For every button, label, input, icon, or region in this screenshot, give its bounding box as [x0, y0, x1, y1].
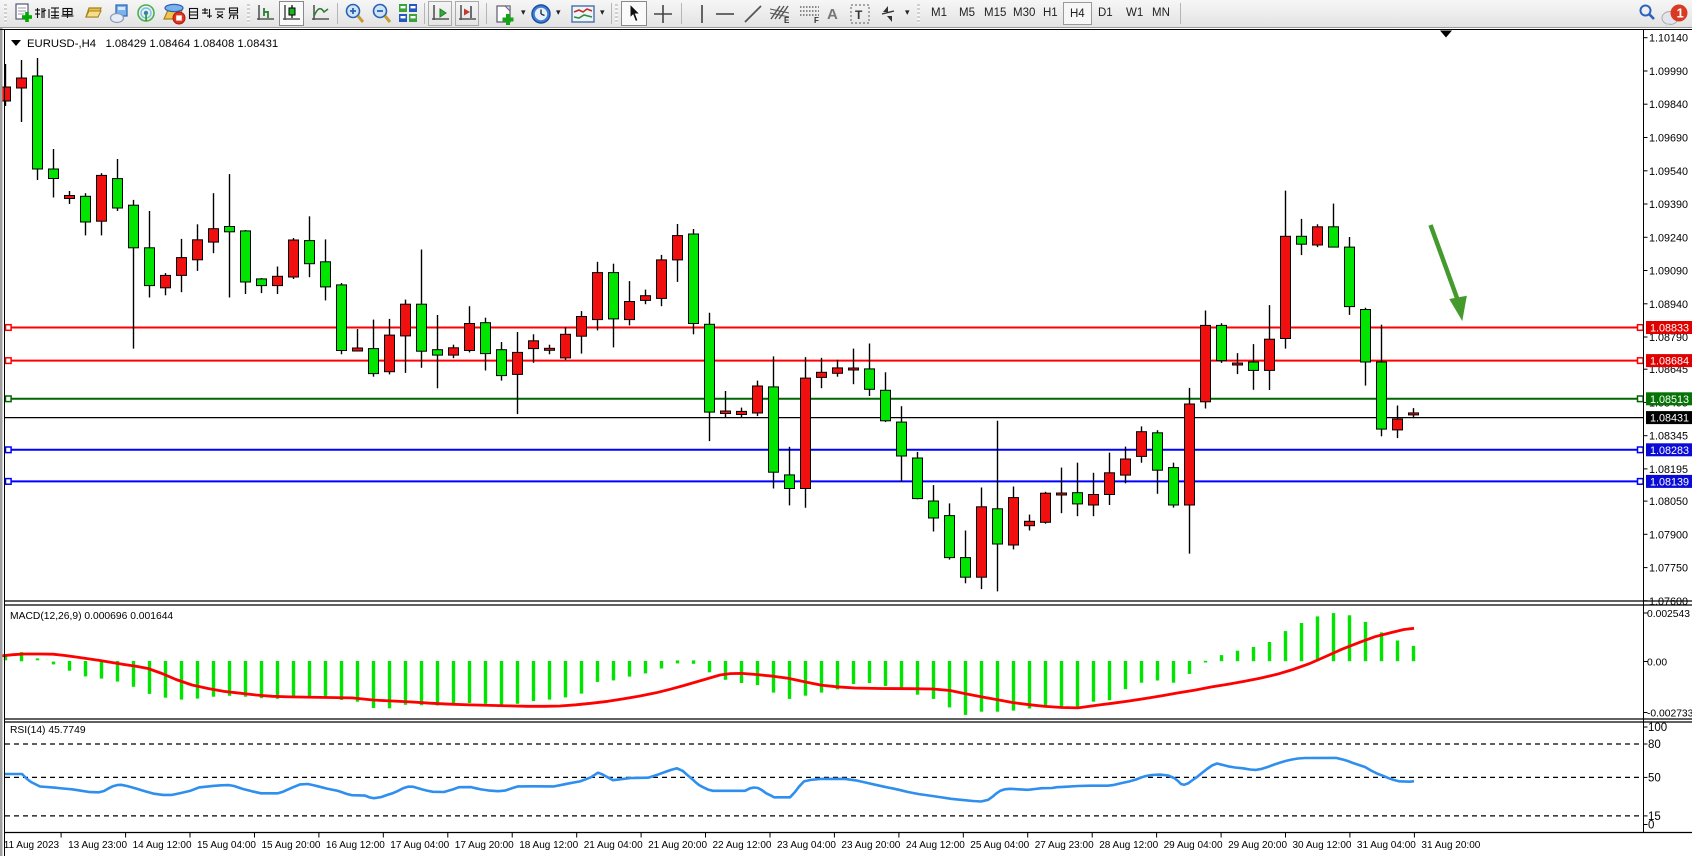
svg-text:24 Aug 12:00: 24 Aug 12:00 — [906, 840, 965, 851]
svg-text:1.08684: 1.08684 — [1650, 356, 1689, 368]
svg-text:13 Aug 23:00: 13 Aug 23:00 — [68, 840, 127, 851]
svg-text:1.09540: 1.09540 — [1649, 166, 1688, 178]
svg-text:1.08345: 1.08345 — [1649, 431, 1688, 443]
svg-text:1.08513: 1.08513 — [1650, 394, 1689, 406]
svg-text:1.08790: 1.08790 — [1649, 332, 1688, 344]
svg-text:15: 15 — [1648, 811, 1661, 823]
svg-text:RSI(14) 45.7749: RSI(14) 45.7749 — [10, 725, 86, 736]
svg-text:31 Aug 04:00: 31 Aug 04:00 — [1357, 840, 1416, 851]
svg-text:1.07600: 1.07600 — [1649, 596, 1688, 608]
svg-text:18 Aug 12:00: 18 Aug 12:00 — [519, 840, 578, 851]
svg-text:27 Aug 23:00: 27 Aug 23:00 — [1035, 840, 1094, 851]
svg-text:1.07900: 1.07900 — [1649, 529, 1688, 541]
svg-text:1.08645: 1.08645 — [1649, 364, 1688, 376]
svg-text:80: 80 — [1648, 739, 1661, 751]
svg-text:21 Aug 20:00: 21 Aug 20:00 — [648, 840, 707, 851]
svg-text:21 Aug 04:00: 21 Aug 04:00 — [584, 840, 643, 851]
svg-text:11 Aug 2023: 11 Aug 2023 — [4, 840, 60, 851]
svg-text:29 Aug 20:00: 29 Aug 20:00 — [1228, 840, 1287, 851]
svg-text:0.002543: 0.002543 — [1647, 609, 1690, 620]
svg-text:1.08283: 1.08283 — [1650, 445, 1689, 457]
svg-text:0: 0 — [1648, 820, 1654, 832]
svg-text:1.09090: 1.09090 — [1649, 266, 1688, 278]
svg-text:MACD(12,26,9) 0.000696 0.00164: MACD(12,26,9) 0.000696 0.001644 — [10, 611, 173, 622]
svg-text:1.09240: 1.09240 — [1649, 232, 1688, 244]
svg-text:1.08195: 1.08195 — [1649, 464, 1688, 476]
svg-text:0.00: 0.00 — [1647, 658, 1667, 669]
svg-text:1.08139: 1.08139 — [1650, 476, 1689, 488]
svg-text:100: 100 — [1648, 722, 1667, 734]
svg-text:1.09990: 1.09990 — [1649, 66, 1688, 78]
svg-text:25 Aug 04:00: 25 Aug 04:00 — [970, 840, 1029, 851]
svg-text:-0.002733: -0.002733 — [1647, 709, 1692, 720]
svg-text:23 Aug 20:00: 23 Aug 20:00 — [841, 840, 900, 851]
svg-text:30 Aug 12:00: 30 Aug 12:00 — [1293, 840, 1352, 851]
svg-text:1.10140: 1.10140 — [1649, 33, 1688, 45]
svg-text:23 Aug 04:00: 23 Aug 04:00 — [777, 840, 836, 851]
svg-text:1.07750: 1.07750 — [1649, 563, 1688, 575]
svg-text:1.09690: 1.09690 — [1649, 133, 1688, 145]
svg-text:29 Aug 04:00: 29 Aug 04:00 — [1164, 840, 1223, 851]
svg-text:17 Aug 04:00: 17 Aug 04:00 — [390, 840, 449, 851]
svg-text:16 Aug 12:00: 16 Aug 12:00 — [326, 840, 385, 851]
svg-text:1.08940: 1.08940 — [1649, 299, 1688, 311]
svg-text:1.09840: 1.09840 — [1649, 99, 1688, 111]
svg-text:F: F — [814, 16, 819, 25]
svg-text:28 Aug 12:00: 28 Aug 12:00 — [1099, 840, 1158, 851]
svg-text:1.08050: 1.08050 — [1649, 496, 1688, 508]
svg-text:1.08833: 1.08833 — [1650, 323, 1689, 335]
svg-text:EURUSD-,H4 1.08429 1.08464 1: EURUSD-,H4 1.08429 1.08464 1.08408 1.084… — [27, 38, 278, 50]
svg-text:31 Aug 20:00: 31 Aug 20:00 — [1421, 840, 1480, 851]
svg-text:22 Aug 12:00: 22 Aug 12:00 — [713, 840, 772, 851]
svg-text:15 Aug 04:00: 15 Aug 04:00 — [197, 840, 256, 851]
svg-text:T: T — [855, 8, 863, 22]
svg-text:1.08431: 1.08431 — [1650, 413, 1689, 425]
svg-text:14 Aug 12:00: 14 Aug 12:00 — [133, 840, 192, 851]
svg-text:50: 50 — [1648, 772, 1661, 784]
svg-text:E: E — [784, 16, 790, 25]
svg-text:1.09390: 1.09390 — [1649, 199, 1688, 211]
svg-text:1: 1 — [1677, 6, 1684, 21]
svg-text:15 Aug 20:00: 15 Aug 20:00 — [262, 840, 321, 851]
svg-text:17 Aug 20:00: 17 Aug 20:00 — [455, 840, 514, 851]
